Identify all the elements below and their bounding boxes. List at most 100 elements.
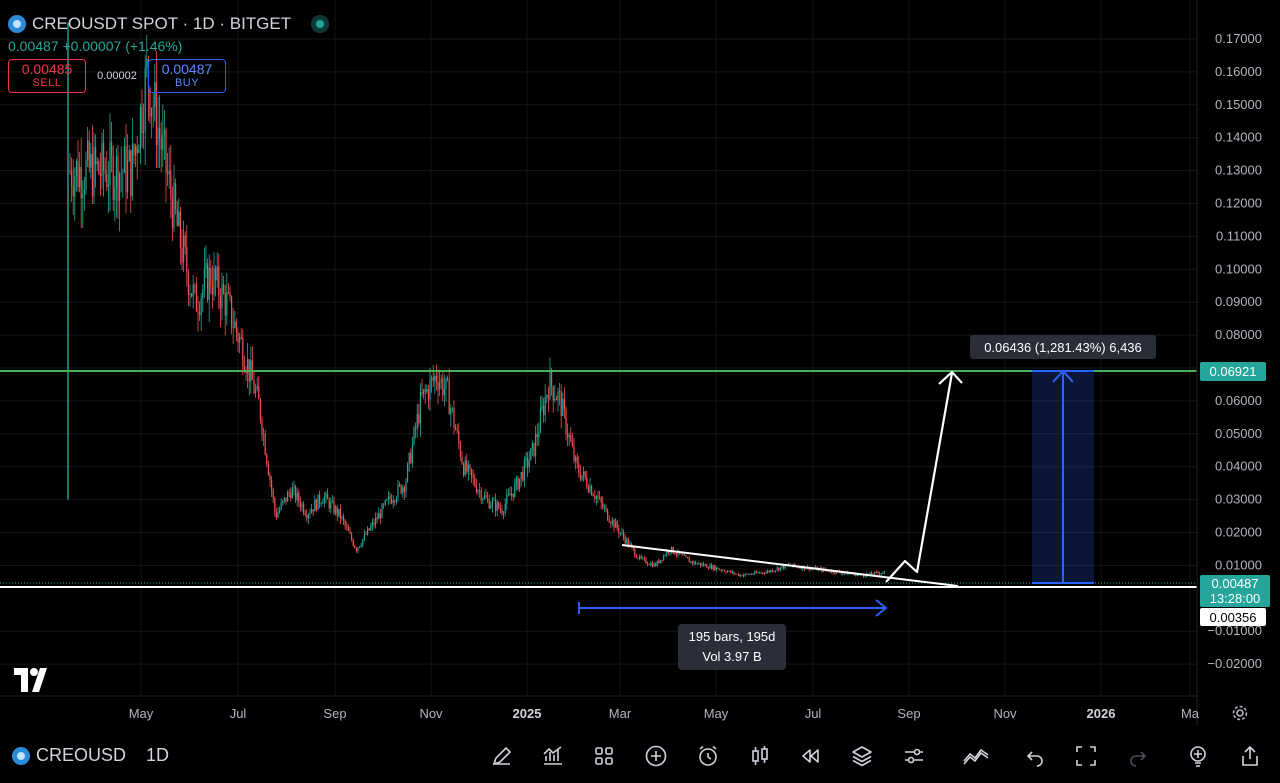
- target-price-badge: 0.06921: [1200, 362, 1266, 381]
- candle-body: [522, 471, 524, 481]
- candle-body: [138, 149, 140, 154]
- candle-body: [200, 298, 202, 315]
- indicators-icon[interactable]: [539, 742, 567, 770]
- candle-body: [439, 382, 441, 390]
- layers-icon[interactable]: [848, 742, 876, 770]
- draw-tool-pen-icon[interactable]: [488, 742, 516, 770]
- candle-body: [365, 533, 367, 535]
- candle-body: [514, 483, 516, 497]
- candle-body: [461, 457, 463, 464]
- candle-body: [426, 389, 428, 392]
- candle-body: [400, 484, 402, 494]
- candle-body: [115, 155, 117, 189]
- candle-body: [448, 379, 450, 415]
- candle-body: [274, 498, 276, 512]
- candle-body: [661, 559, 663, 561]
- candle-body: [83, 189, 85, 194]
- price-tick-label: 0.09000: [1215, 294, 1262, 309]
- candle-body: [349, 531, 351, 534]
- layout-grid-icon[interactable]: [590, 742, 618, 770]
- candle-body: [215, 268, 217, 281]
- candle-body: [395, 498, 397, 502]
- add-plus-icon[interactable]: [642, 742, 670, 770]
- time-tick-label: 2025: [513, 706, 542, 721]
- candle-body: [767, 570, 769, 573]
- candle-body: [498, 502, 500, 509]
- candle-body: [626, 539, 628, 544]
- candle-body: [800, 567, 802, 570]
- candle-body: [314, 499, 316, 512]
- candle-body: [560, 390, 562, 416]
- candle-body: [727, 571, 729, 573]
- candle-body: [738, 573, 740, 576]
- time-tick-label: Nov: [419, 706, 443, 721]
- candle-body: [125, 146, 127, 192]
- price-axis: 0.17000 0.16000 0.15000 0.14000 0.13000 0.120…: [1196, 0, 1262, 726]
- candle-body: [605, 507, 607, 510]
- candle-body: [600, 497, 602, 503]
- fullscreen-icon[interactable]: [1072, 742, 1100, 770]
- candle-body: [882, 572, 884, 574]
- candle-body: [578, 463, 580, 473]
- candle-body: [435, 375, 437, 382]
- candle-body: [343, 516, 345, 521]
- candle-body: [429, 379, 431, 400]
- candle-body: [528, 460, 530, 468]
- candle-body: [778, 567, 780, 571]
- candle-body: [146, 58, 148, 68]
- candle-type-icon[interactable]: [746, 742, 774, 770]
- candle-body: [205, 263, 207, 269]
- candle-body: [453, 408, 455, 428]
- candle-body: [192, 285, 194, 297]
- undo-icon[interactable]: [1021, 742, 1049, 770]
- sell-button[interactable]: 0.00485 SELL: [8, 59, 86, 93]
- candle-body: [151, 108, 153, 117]
- chart-settings-gear-icon[interactable]: [1230, 703, 1250, 723]
- date-range-label: 195 bars, 195d Vol 3.97 B: [678, 624, 786, 670]
- candle-body: [178, 211, 180, 226]
- candle-body: [608, 519, 610, 523]
- settings-sliders-icon[interactable]: [900, 742, 928, 770]
- idea-lightbulb-icon[interactable]: [1184, 742, 1212, 770]
- candle-body: [645, 558, 647, 564]
- candle-body: [184, 235, 186, 247]
- candle-body: [450, 408, 452, 415]
- candle-body: [245, 371, 247, 374]
- chart-header: CREOUSDT SPOT · 1D · BITGET 0.00487 +0.0…: [8, 14, 330, 93]
- buy-button[interactable]: 0.00487 BUY: [148, 59, 226, 93]
- candle-body: [674, 553, 676, 555]
- candle-body: [690, 561, 692, 563]
- candle-body: [535, 434, 537, 456]
- candle-body: [507, 493, 509, 495]
- candle-body: [170, 170, 172, 198]
- price-tick-label: 0.06000: [1215, 393, 1262, 408]
- replay-rewind-icon[interactable]: [797, 742, 825, 770]
- candle-body: [863, 575, 865, 577]
- alarm-clock-icon[interactable]: [694, 742, 722, 770]
- symbol-title-row[interactable]: CREOUSDT SPOT · 1D · BITGET: [8, 14, 330, 34]
- candle-body: [413, 427, 415, 444]
- symbol-selector[interactable]: CREOUSD: [12, 745, 126, 766]
- market-open-icon: [311, 15, 330, 33]
- candle-body: [290, 493, 292, 499]
- candle-body: [746, 573, 748, 575]
- price-tick-label: 0.02000: [1215, 525, 1262, 540]
- redo-icon[interactable]: [1124, 742, 1152, 770]
- candle-body: [618, 528, 620, 534]
- compare-lines-icon[interactable]: [962, 742, 990, 770]
- candle-body: [728, 570, 730, 572]
- candle-body: [87, 140, 89, 161]
- candle-body: [272, 490, 274, 499]
- interval-selector[interactable]: 1D: [146, 745, 170, 765]
- candle-body: [455, 427, 457, 430]
- share-icon[interactable]: [1236, 742, 1264, 770]
- candle-body: [615, 521, 617, 528]
- candle-body: [706, 564, 708, 568]
- candle-body: [683, 555, 685, 556]
- candle-body: [568, 435, 570, 438]
- price-tick-label: 0.05000: [1215, 426, 1262, 441]
- candle-body: [82, 193, 84, 199]
- candle-body: [475, 485, 477, 493]
- candle-body: [112, 155, 114, 200]
